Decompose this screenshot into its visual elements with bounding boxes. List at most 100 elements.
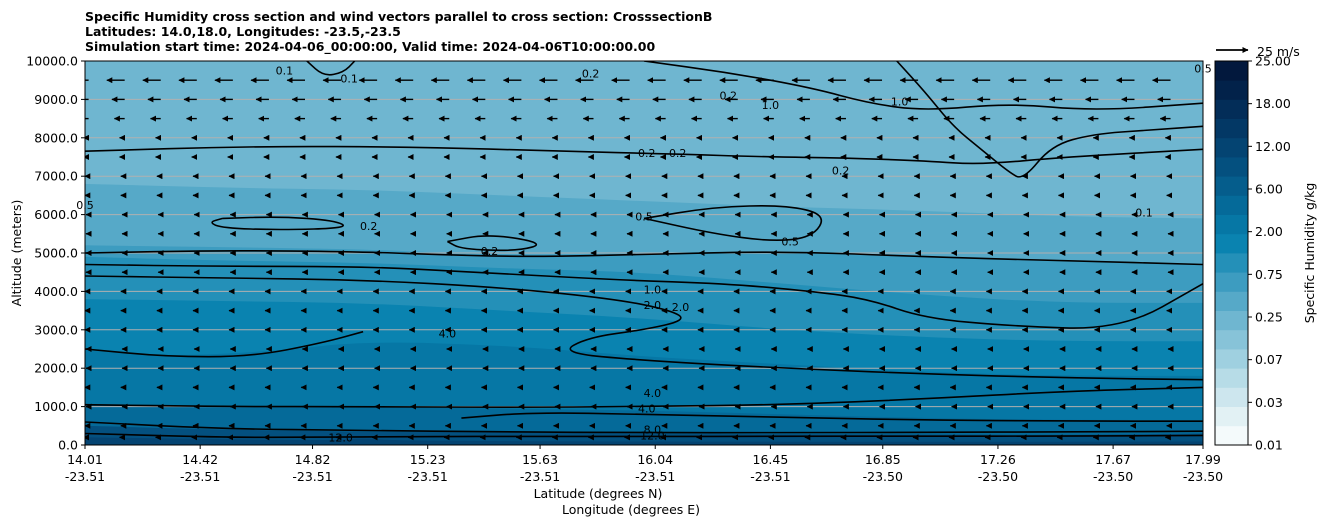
y-tick-label-6: 6000.0 <box>34 207 78 222</box>
colorbar-tick-label-6: 6.00 <box>1255 182 1283 197</box>
contour-line-7 <box>85 250 1203 266</box>
contour-label-13: 0.2 <box>481 245 499 258</box>
contour-label-0: 0.1 <box>276 65 294 78</box>
contour-line-3 <box>306 61 356 76</box>
x-tick-label-lat-0: 14.01 <box>67 452 103 467</box>
chart-title-line-1: Specific Humidity cross section and wind… <box>85 9 713 24</box>
x-tick-label-lat-1: 14.42 <box>182 452 218 467</box>
contour-label-layer: 0.1 0.1 0.2 0.2 1.0 1.0 0.5 0.2 0.2 0.2 0.1 0.5 0.2 0… <box>76 63 1212 445</box>
colorbar-tick-label-2: 0.07 <box>1255 352 1283 367</box>
contour-label-20: 4.0 <box>644 387 662 400</box>
contour-label-18: 2.0 <box>672 301 690 314</box>
contour-label-8: 0.2 <box>669 147 687 160</box>
chart-title-line-2: Latitudes: 14.0,18.0, Longitudes: -23.5,… <box>85 24 401 39</box>
colorbar-swatch-12 <box>1215 195 1248 215</box>
colorbar-swatch-10 <box>1215 233 1248 254</box>
contour-label-16: 1.0 <box>644 284 662 297</box>
contour-line-9 <box>85 275 1203 381</box>
contour-label-19: 4.0 <box>439 328 457 341</box>
contour-line-6 <box>643 205 823 242</box>
contour-label-7: 0.2 <box>638 147 656 160</box>
x-tick-label-lon-10: -23.50 <box>1183 469 1223 484</box>
colorbar-swatch-5 <box>1215 329 1248 350</box>
y-tick-label-4: 4000.0 <box>34 284 78 299</box>
contour-label-24: 12.0 <box>328 431 353 444</box>
colorbar-tick-label-0: 0.01 <box>1255 438 1283 453</box>
y-tick-label-2: 2000.0 <box>34 361 78 376</box>
colorbar-tick-label-3: 0.25 <box>1255 310 1283 325</box>
colorbar-swatch-17 <box>1215 99 1248 119</box>
contour-line-8 <box>85 263 1203 329</box>
x-tick-label-lon-4: -23.51 <box>520 469 560 484</box>
x-tick-label-lon-2: -23.51 <box>292 469 332 484</box>
y-axis-label: Altitude (meters) <box>9 200 24 307</box>
contour-label-21: 4.0 <box>638 403 656 416</box>
colorbar-swatch-18 <box>1215 80 1248 100</box>
x-axis: 14.01 -23.51 14.42 -23.51 14.82 -23.51 15.23 -2… <box>65 445 1223 484</box>
x-tick-label-lon-8: -23.50 <box>978 469 1018 484</box>
colorbar-swatch-9 <box>1215 253 1248 273</box>
contour-label-23: 12.0 <box>640 429 665 442</box>
colorbar-swatch-14 <box>1215 157 1248 177</box>
colorbar: 0.01 0.03 0.07 0.25 0.75 2.00 6.00 12.00 18.00 25… <box>1214 54 1291 453</box>
y-tick-label-5: 5000.0 <box>34 246 78 261</box>
colorbar-swatch-3 <box>1215 368 1248 388</box>
contour-line-4 <box>211 216 344 231</box>
colorbar-swatch-19 <box>1215 61 1248 81</box>
x-tick-label-lat-6: 16.45 <box>753 452 789 467</box>
colorbar-tick-label-4: 0.75 <box>1255 267 1283 282</box>
x-tick-label-lat-3: 15.23 <box>410 452 446 467</box>
contour-line-10 <box>85 330 364 358</box>
x-tick-label-lon-5: -23.51 <box>635 469 675 484</box>
colorbar-tick-label-7: 12.00 <box>1255 139 1291 154</box>
colorbar-tick-label-8: 18.00 <box>1255 96 1291 111</box>
colorbar-swatch-7 <box>1215 291 1248 311</box>
contour-line-2 <box>896 61 1203 178</box>
y-tick-label-10: 10000.0 <box>26 54 78 69</box>
contour-label-5: 1.0 <box>891 95 909 108</box>
colorbar-label: Specific Humidity g/kg <box>1302 183 1317 324</box>
colorbar-swatch-4 <box>1215 349 1248 369</box>
x-tick-label-lon-1: -23.51 <box>180 469 220 484</box>
y-tick-label-3: 3000.0 <box>34 322 78 337</box>
x-axis-label-longitude: Longitude (degrees E) <box>562 502 700 517</box>
contour-line-5 <box>447 235 538 252</box>
x-tick-label-lat-7: 16.85 <box>865 452 901 467</box>
colorbar-tick-label-9: 25.00 <box>1255 54 1291 69</box>
x-tick-label-lon-6: -23.51 <box>750 469 790 484</box>
contour-line-12 <box>461 412 1203 422</box>
colorbar-swatch-13 <box>1215 176 1248 196</box>
colorbar-swatch-15 <box>1215 137 1248 158</box>
x-tick-label-lat-4: 15.63 <box>522 452 558 467</box>
y-tick-label-9: 9000.0 <box>34 92 78 107</box>
contour-line-13 <box>85 421 1203 434</box>
x-tick-label-lon-7: -23.50 <box>863 469 903 484</box>
x-tick-label-lat-8: 17.26 <box>980 452 1016 467</box>
contour-label-12: 0.2 <box>360 220 378 233</box>
contour-label-10: 0.1 <box>1135 207 1153 220</box>
chart-title-line-3: Simulation start time: 2024-04-06_00:00:… <box>85 39 656 54</box>
contour-line-11 <box>85 386 1203 408</box>
contour-label-9: 0.2 <box>832 164 850 177</box>
x-tick-label-lon-3: -23.51 <box>408 469 448 484</box>
colorbar-swatch-6 <box>1215 310 1248 331</box>
contour-label-3: 0.2 <box>720 90 738 103</box>
y-axis: 0.0 1000.0 2000.0 3000.0 4000.0 5000.0 6000.0 7… <box>26 54 85 453</box>
x-tick-label-lon-9: -23.50 <box>1093 469 1133 484</box>
colorbar-frame <box>1214 60 1249 446</box>
contour-label-14: 0.5 <box>635 211 653 224</box>
colorbar-swatch-2 <box>1215 387 1248 407</box>
colorbar-swatch-8 <box>1215 272 1248 292</box>
colorbar-swatch-0 <box>1215 425 1248 446</box>
quiver-key-label: 25 m/s <box>1257 44 1300 59</box>
x-axis-label-latitude: Latitude (degrees N) <box>534 486 663 501</box>
x-tick-label-lat-2: 14.82 <box>295 452 331 467</box>
x-tick-label-lon-0: -23.51 <box>65 469 105 484</box>
wind-vector-layer <box>85 77 1174 441</box>
y-tick-label-7: 7000.0 <box>34 169 78 184</box>
x-tick-label-lat-5: 16.04 <box>637 452 673 467</box>
colorbar-swatch-11 <box>1215 214 1248 235</box>
y-tick-label-8: 8000.0 <box>34 130 78 145</box>
quiver-key: 25 m/s <box>1216 44 1300 59</box>
